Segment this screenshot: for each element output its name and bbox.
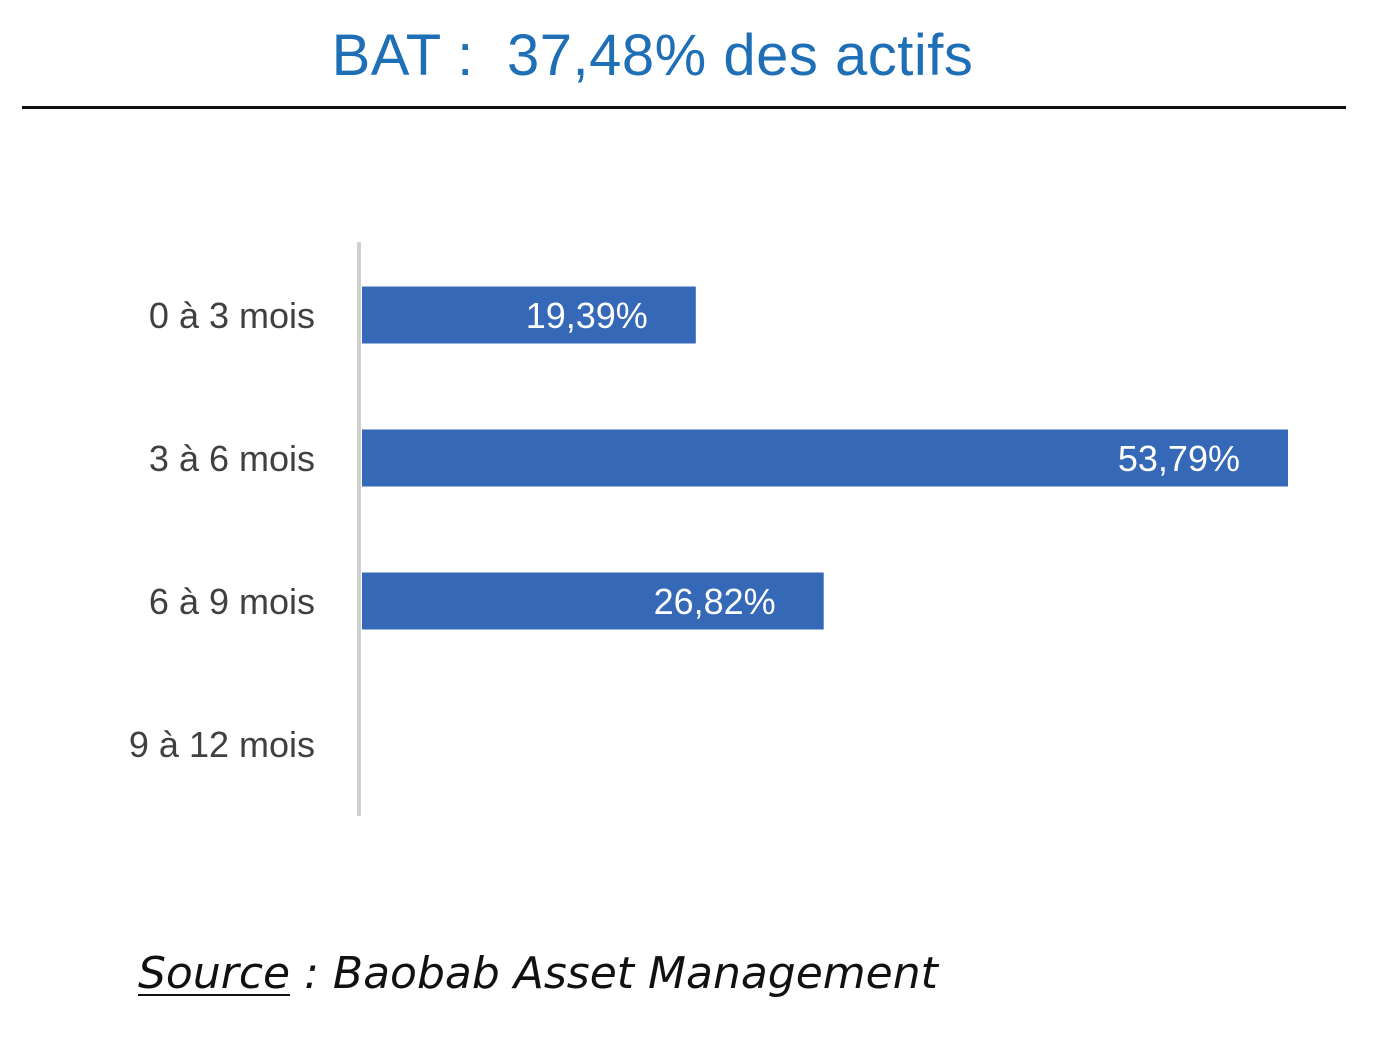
- category-label: 6 à 9 mois: [149, 581, 315, 622]
- category-label: 3 à 6 mois: [149, 438, 315, 479]
- bar: [362, 286, 696, 344]
- page-title: BAT : 37,48% des actifs: [331, 23, 974, 88]
- source-text: : Baobab Asset Management: [290, 948, 938, 999]
- data-label: 19,39%: [526, 295, 648, 336]
- bar: [362, 429, 1288, 487]
- data-label: 26,82%: [654, 581, 776, 622]
- data-label: 53,79%: [1118, 438, 1240, 479]
- bar: [362, 572, 824, 630]
- source-note: Source : Baobab Asset Management: [138, 948, 938, 999]
- category-label: 0 à 3 mois: [149, 295, 315, 336]
- title-divider: [22, 106, 1346, 109]
- source-key: Source: [138, 948, 291, 999]
- category-label: 9 à 12 mois: [129, 724, 315, 765]
